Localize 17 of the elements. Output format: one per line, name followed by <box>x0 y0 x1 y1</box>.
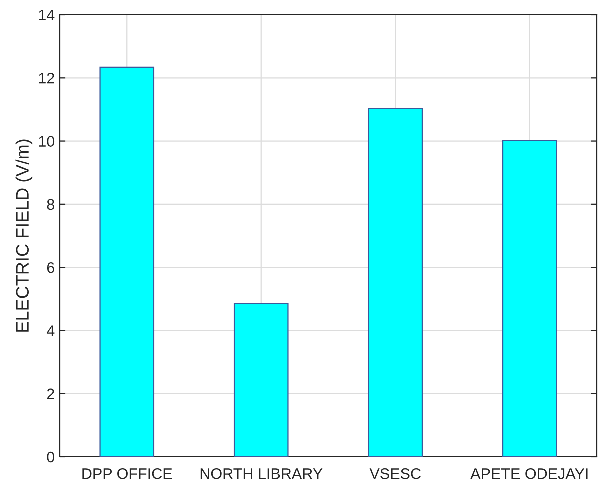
y-tick-label: 10 <box>39 136 55 147</box>
bar <box>502 140 558 457</box>
y-axis-title: ELECTRIC FIELD (V/m) <box>16 140 33 332</box>
x-tick-label: APETE ODEJAYI <box>470 468 588 480</box>
y-tick-label: 4 <box>46 326 55 336</box>
x-tick-label: NORTH LIBRARY <box>200 468 323 480</box>
x-tick-label: DPP OFFICE <box>82 468 172 480</box>
y-tick-label: 12 <box>39 73 54 84</box>
y-tick-label: 14 <box>39 10 55 21</box>
y-tick-label: 6 <box>47 262 54 274</box>
bar <box>368 108 424 457</box>
y-tick-label: 8 <box>47 199 54 210</box>
y-tick-label: 2 <box>47 388 54 400</box>
bar <box>100 66 155 457</box>
x-tick-label: VSESC <box>370 468 421 480</box>
y-tick-label: 0 <box>47 452 55 463</box>
bar <box>234 303 289 457</box>
